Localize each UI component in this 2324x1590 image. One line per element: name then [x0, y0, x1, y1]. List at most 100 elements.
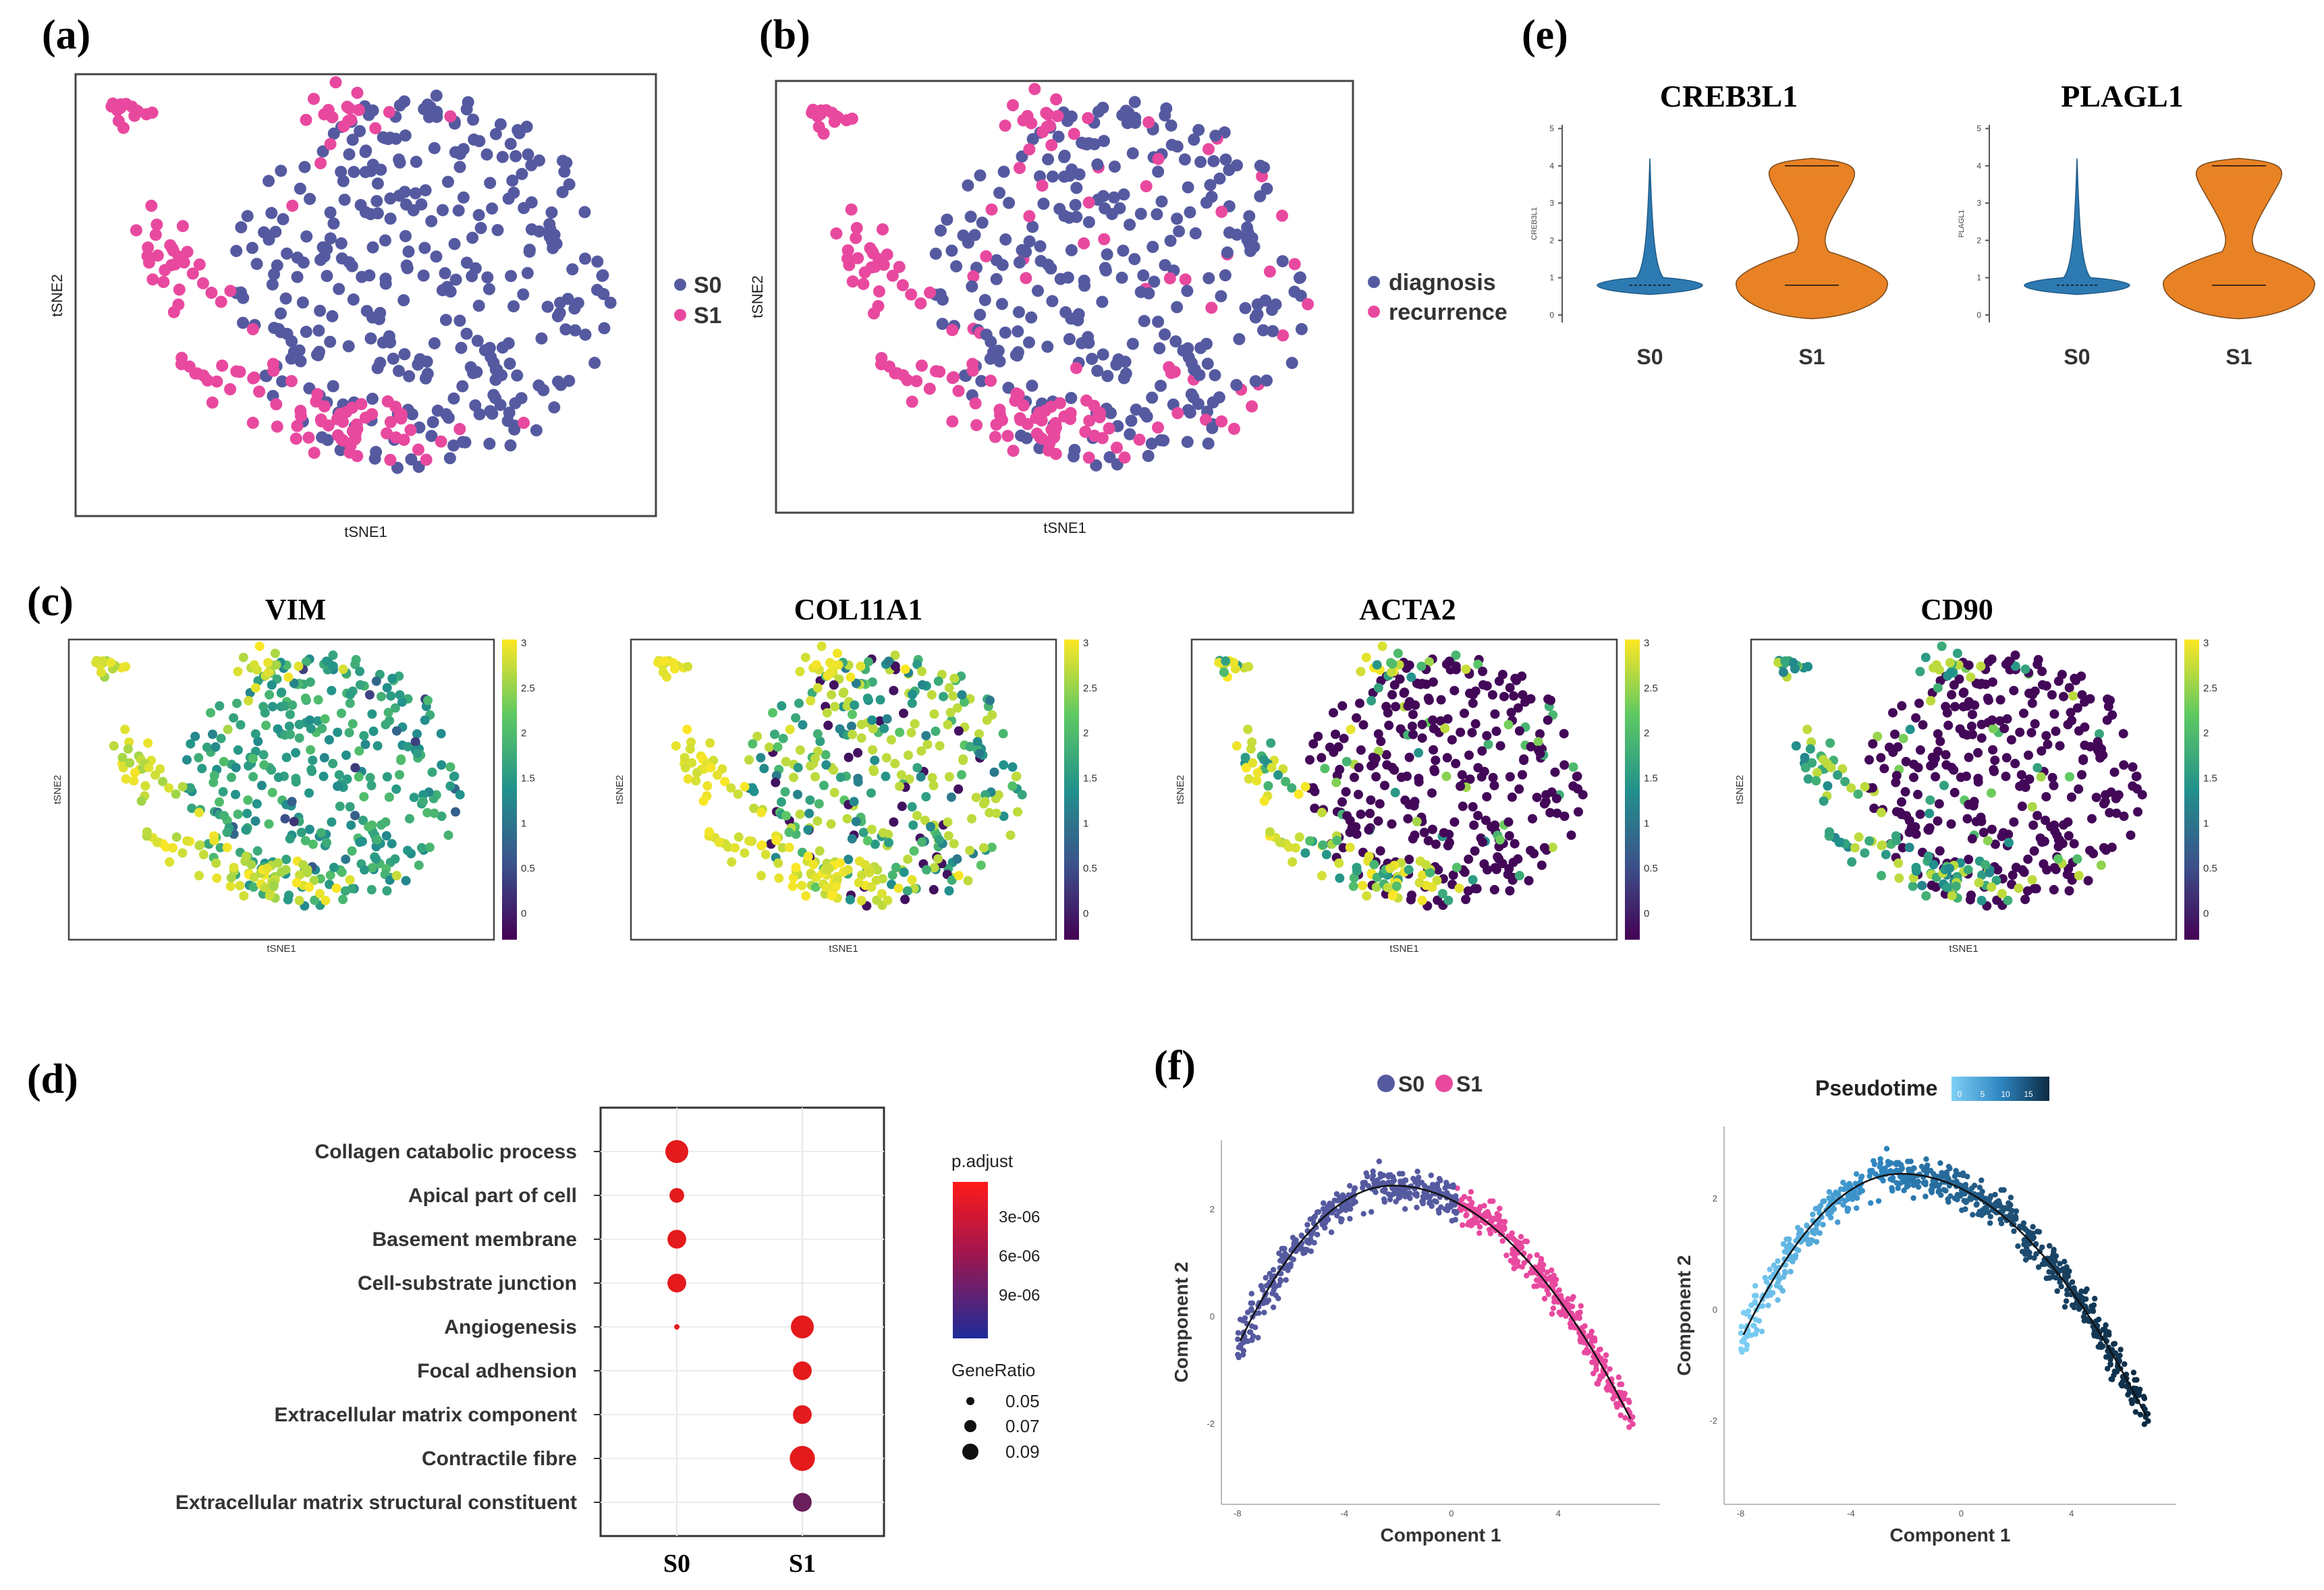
gene-acta2-point: [1263, 781, 1273, 791]
gene-col11a1-point: [829, 680, 839, 690]
gene-cd90-point: [1840, 776, 1850, 787]
gene-acta2-point: [1495, 741, 1505, 751]
tsne-b-point: [873, 285, 885, 297]
tsne-a-point: [447, 392, 460, 405]
tsne-a-point: [384, 192, 397, 205]
dotplot-dot: [793, 1361, 812, 1380]
gene-vim-point: [219, 757, 229, 766]
tsne-b-point: [1050, 93, 1063, 106]
trajectory-cell-pseudotime: [1918, 1164, 1925, 1170]
gene-cd90-point: [2020, 895, 2030, 905]
tsne-b-point: [1073, 168, 1086, 181]
tsne-a-point: [326, 310, 339, 322]
gene-vim-point: [395, 690, 405, 700]
gene-cd90-point: [1834, 837, 1844, 847]
gene-col11a1-point: [957, 690, 967, 700]
gene-vim-point: [250, 746, 260, 756]
gene-col11a1-point: [846, 672, 856, 682]
tsne-a-point: [405, 453, 418, 465]
trajectory-cell-pseudotime: [2141, 1421, 2148, 1427]
gene-cd90-point: [1945, 658, 1955, 668]
tsne-a-point: [176, 220, 189, 233]
tsne-b-point: [970, 419, 983, 432]
trajectory-cell-pseudotime: [1891, 1168, 1898, 1174]
gene-cd90-point: [1917, 880, 1927, 890]
gene-acta2-point: [1489, 884, 1499, 895]
trajectory-cell-pseudotime: [1979, 1177, 1985, 1183]
tsne-a-point: [314, 304, 327, 317]
trajectory-cell-pseudotime: [1905, 1158, 1911, 1164]
gene-col11a1-point: [740, 782, 750, 792]
gene-vim-point: [306, 765, 316, 774]
tsne-a-point: [556, 186, 569, 198]
tsne-b-point: [1070, 210, 1083, 223]
tsne-b-point: [1086, 353, 1099, 365]
tsne-b-point: [999, 326, 1012, 339]
gene-cd90-point: [1987, 715, 1997, 725]
tsne-b-point: [1142, 116, 1155, 129]
gene-vim-point: [350, 659, 360, 669]
tsne-b-point: [984, 352, 997, 365]
tsne-a-point: [449, 273, 462, 286]
gene-col11a1-point: [812, 683, 823, 693]
trajectory-cell-cluster: [1398, 1180, 1404, 1187]
gene-cd90-point: [1935, 737, 1945, 746]
trajectory-cell-pseudotime: [1945, 1164, 1952, 1170]
trajectory-cell-cluster: [1626, 1397, 1632, 1404]
tsne-a-point: [235, 221, 248, 233]
tsne-a-point: [348, 165, 360, 178]
gene-col11a1-point: [829, 765, 839, 775]
gene-cd90-point: [2083, 876, 2093, 886]
trajectory-cell-cluster: [1248, 1300, 1254, 1307]
tsne-a-point: [435, 435, 447, 448]
trajectory-cell-cluster: [1352, 1185, 1358, 1191]
gene-col11a1-point: [953, 871, 964, 880]
trajectory-cell-cluster: [1431, 1198, 1438, 1204]
tsne-b-point: [1188, 363, 1201, 376]
gene-vim-point: [231, 762, 241, 772]
trajectory-cell-pseudotime: [1971, 1183, 1978, 1189]
gene-acta2-point: [1431, 756, 1441, 766]
gene-acta2-point: [1473, 763, 1483, 773]
tsne-a-point: [483, 437, 496, 450]
legend-dot-s0: [674, 279, 686, 291]
gene-acta2-point: [1373, 729, 1383, 739]
gene-vim-point: [418, 797, 428, 807]
tsne-a-point: [569, 324, 582, 337]
gene-acta2-point: [1436, 695, 1446, 705]
gene-vim-point: [215, 701, 225, 711]
tsne-b-point: [993, 355, 1006, 368]
trajectory-cell-cluster: [1511, 1236, 1517, 1243]
gene-vim-point: [350, 763, 360, 773]
tsne-b-point: [1003, 196, 1016, 209]
gene-vim-point: [194, 753, 204, 763]
gene-vim-point: [333, 781, 343, 791]
gene-acta2-point: [1424, 657, 1434, 667]
gene-cd90-point: [2015, 727, 2025, 737]
trajectory-cell-cluster: [1412, 1191, 1418, 1197]
gene-acta2-point: [1294, 832, 1304, 842]
gene-cd90-point: [2028, 689, 2038, 700]
dotplot-term-label: Basement membrane: [372, 1228, 577, 1251]
trajectory-cell-cluster: [1596, 1377, 1603, 1383]
gene-cd90-point: [1803, 774, 1813, 784]
gene-col11a1-point: [980, 790, 991, 800]
legend-label-recurrence: recurrence: [1389, 300, 1507, 325]
gene-vim-point: [244, 695, 254, 706]
tsne-b-point: [946, 415, 959, 428]
trajectory-cell-pseudotime: [1877, 1156, 1883, 1162]
gene-vim-point: [397, 697, 407, 707]
gene-cd90-point: [2105, 807, 2115, 818]
tsne-b-point: [1209, 130, 1222, 142]
gene-cd90-point: [2119, 760, 2129, 770]
tsne-b-point: [1213, 391, 1225, 404]
gene-acta2-point: [1427, 882, 1437, 892]
trajectory-cell-pseudotime: [2057, 1279, 2063, 1285]
gene-vim-point: [341, 854, 351, 864]
gene-cd90-point: [1962, 814, 1972, 824]
gene-cd90-point: [1974, 878, 1984, 888]
gene-acta2-point: [1442, 753, 1452, 763]
gene-vim-point: [194, 807, 204, 818]
trajectory-cell-pseudotime: [2118, 1346, 2124, 1353]
gene-acta2-point: [1406, 895, 1416, 905]
